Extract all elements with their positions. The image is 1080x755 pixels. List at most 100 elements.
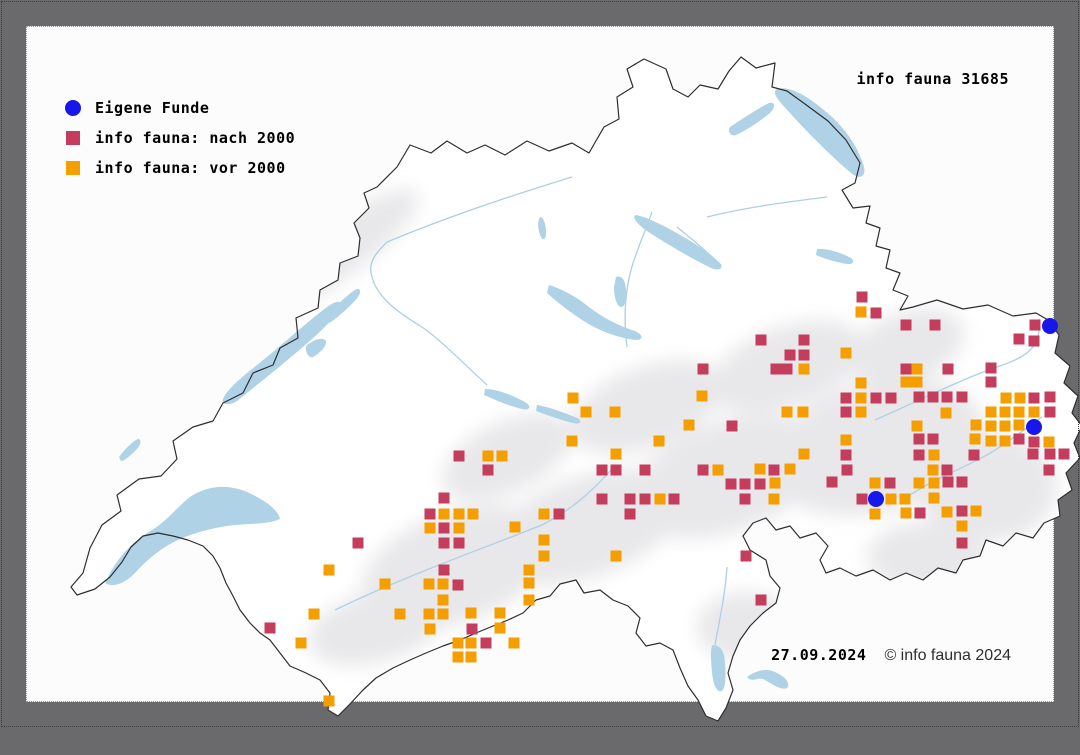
legend-label-own-records: Eigene Funde <box>95 99 210 117</box>
record-square-before-2000 <box>911 376 923 388</box>
record-square-after-2000 <box>798 349 810 361</box>
record-square-before-2000 <box>840 347 852 359</box>
record-square-after-2000 <box>900 363 912 375</box>
record-square-before-2000 <box>941 506 953 518</box>
lake-brienz <box>536 405 581 424</box>
record-square-before-2000 <box>538 550 550 562</box>
record-square-before-2000 <box>900 376 912 388</box>
record-square-after-2000 <box>1028 335 1040 347</box>
record-square-after-2000 <box>781 363 793 375</box>
footer-date: 27.09.2024 <box>771 646 867 664</box>
record-square-after-2000 <box>697 363 709 375</box>
record-square-after-2000 <box>755 594 767 606</box>
lake-constance-untersee <box>728 102 775 136</box>
before-2000-marker <box>57 161 89 175</box>
record-square-before-2000 <box>496 450 508 462</box>
record-square-before-2000 <box>610 550 622 562</box>
record-square-before-2000 <box>913 477 925 489</box>
record-square-after-2000 <box>985 362 997 374</box>
record-square-before-2000 <box>610 448 622 460</box>
record-square-before-2000 <box>538 534 550 546</box>
record-square-before-2000 <box>869 508 881 520</box>
record-square-after-2000 <box>840 406 852 418</box>
record-square-before-2000 <box>423 578 435 590</box>
record-square-before-2000 <box>1013 406 1025 418</box>
record-square-after-2000 <box>929 319 941 331</box>
lake-maggiore <box>711 645 726 692</box>
legend: Eigene Funde info fauna: nach 2000 info … <box>57 93 295 183</box>
record-square-after-2000 <box>784 349 796 361</box>
record-square-after-2000 <box>453 450 465 462</box>
record-square-before-2000 <box>985 406 997 418</box>
record-square-after-2000 <box>885 392 897 404</box>
record-square-before-2000 <box>855 406 867 418</box>
lake-hallwil <box>538 217 546 240</box>
record-square-before-2000 <box>784 463 796 475</box>
legend-row-after-2000: info fauna: nach 2000 <box>57 123 295 153</box>
record-square-before-2000 <box>465 607 477 619</box>
record-square-after-2000 <box>870 392 882 404</box>
record-square-before-2000 <box>956 520 968 532</box>
record-square-after-2000 <box>596 464 608 476</box>
lake-murten <box>305 338 327 358</box>
record-square-before-2000 <box>1043 436 1055 448</box>
record-square-after-2000 <box>639 493 651 505</box>
record-square-after-2000 <box>870 307 882 319</box>
record-square-after-2000 <box>624 493 636 505</box>
record-square-before-2000 <box>928 449 940 461</box>
record-square-before-2000 <box>855 306 867 318</box>
record-square-after-2000 <box>942 363 954 375</box>
record-square-before-2000 <box>654 493 666 505</box>
record-square-after-2000 <box>610 464 622 476</box>
record-square-after-2000 <box>770 363 782 375</box>
points-layer <box>27 27 1080 755</box>
record-square-after-2000 <box>856 291 868 303</box>
record-square-before-2000 <box>768 493 780 505</box>
record-square-before-2000 <box>538 508 550 520</box>
record-square-after-2000 <box>768 464 780 476</box>
record-square-after-2000 <box>1043 464 1055 476</box>
record-square-after-2000 <box>624 508 636 520</box>
record-square-before-2000 <box>985 435 997 447</box>
record-square-before-2000 <box>567 392 579 404</box>
lake-thun <box>484 389 530 410</box>
record-square-before-2000 <box>911 420 923 432</box>
screenshot-root: { "header": { "title": "info fauna 31685… <box>0 0 1080 728</box>
record-square-before-2000 <box>424 522 436 534</box>
record-square-before-2000 <box>797 406 809 418</box>
map-canvas: Eigene Funde info fauna: nach 2000 info … <box>26 26 1080 722</box>
record-square-before-2000 <box>523 564 535 576</box>
record-square-after-2000 <box>856 493 868 505</box>
record-square-after-2000 <box>1028 436 1040 448</box>
record-square-after-2000 <box>725 478 737 490</box>
lakes <box>105 88 865 692</box>
record-square-after-2000 <box>942 476 954 488</box>
record-square-after-2000 <box>438 537 450 549</box>
record-square-before-2000 <box>927 464 939 476</box>
legend-label-after-2000: info fauna: nach 2000 <box>95 129 296 147</box>
record-square-before-2000 <box>465 637 477 649</box>
own-records-marker <box>57 100 89 116</box>
record-square-before-2000 <box>609 406 621 418</box>
orange-square-icon <box>66 161 80 175</box>
record-square-before-2000 <box>465 651 477 663</box>
record-square-before-2000 <box>437 594 449 606</box>
record-square-after-2000 <box>927 433 939 445</box>
record-square-before-2000 <box>508 637 520 649</box>
record-square-before-2000 <box>970 419 982 431</box>
record-square-before-2000 <box>424 623 436 635</box>
record-square-after-2000 <box>1044 391 1056 403</box>
record-square-after-2000 <box>480 637 492 649</box>
own-record-circle <box>868 491 884 507</box>
record-square-before-2000 <box>323 564 335 576</box>
record-square-before-2000 <box>798 448 810 460</box>
record-square-after-2000 <box>840 449 852 461</box>
record-square-before-2000 <box>900 507 912 519</box>
record-square-before-2000 <box>985 420 997 432</box>
record-square-after-2000 <box>466 623 478 635</box>
crimson-square-icon <box>66 131 80 145</box>
record-square-before-2000 <box>394 608 406 620</box>
record-square-before-2000 <box>754 463 766 475</box>
record-square-before-2000 <box>1013 419 1025 431</box>
record-square-after-2000 <box>968 449 980 461</box>
